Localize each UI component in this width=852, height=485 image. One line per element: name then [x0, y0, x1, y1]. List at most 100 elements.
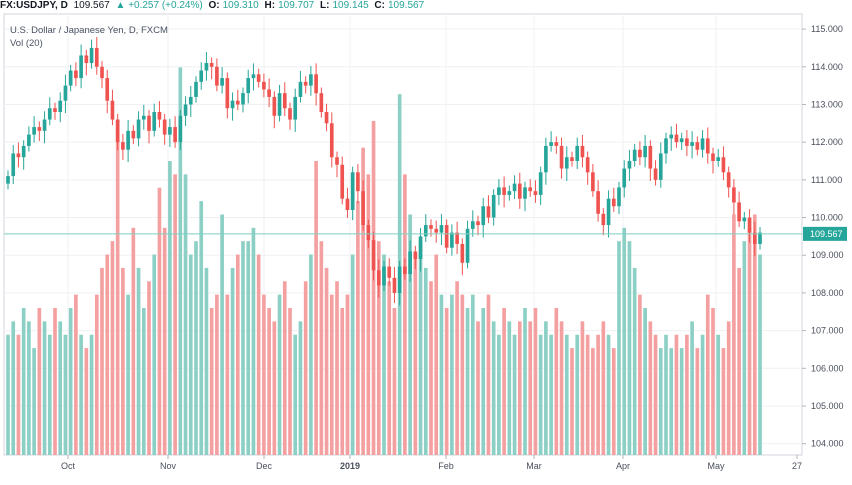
- high-label: H:: [264, 0, 276, 11]
- open-value: 109.310: [222, 0, 259, 11]
- volume-bar: [758, 254, 762, 455]
- volume-bar: [512, 334, 517, 455]
- candle-body: [726, 172, 731, 188]
- volume-bar: [21, 308, 26, 455]
- volume-bar: [544, 321, 548, 455]
- volume-bar: [638, 294, 642, 455]
- candle-body: [570, 157, 574, 161]
- candle-body: [361, 191, 365, 226]
- volume-bar: [528, 321, 533, 455]
- candle-body: [241, 93, 245, 105]
- volume-bar: [403, 174, 407, 455]
- candle-body: [679, 138, 684, 143]
- volume-bar: [674, 334, 679, 455]
- volume-bar: [622, 227, 627, 455]
- volume-bar: [747, 227, 752, 455]
- candle-body: [418, 236, 423, 259]
- candle-body: [53, 108, 57, 112]
- close-label: C:: [374, 0, 385, 11]
- low-value: 109.145: [332, 0, 369, 11]
- candle-body: [288, 108, 292, 120]
- candle-body: [685, 138, 689, 146]
- volume-bar: [157, 187, 162, 455]
- volume-bar: [215, 294, 219, 455]
- candle-body: [387, 266, 392, 278]
- volume-bar: [429, 281, 433, 455]
- volume-bar: [173, 174, 177, 455]
- candle-body: [737, 202, 741, 222]
- candle-body: [230, 100, 235, 109]
- volume-bar: [737, 267, 741, 455]
- y-tick-label: 106.000: [811, 363, 844, 373]
- candle-body: [162, 119, 167, 135]
- candle-body: [42, 119, 47, 131]
- candle-body: [199, 70, 204, 82]
- volume-bar: [100, 267, 104, 455]
- candle-body: [413, 251, 418, 259]
- volume-bar: [559, 321, 564, 455]
- candle-body: [68, 70, 73, 86]
- candle-body: [711, 153, 715, 161]
- candle-body: [554, 142, 559, 146]
- candle-body: [204, 63, 209, 71]
- candle-body: [439, 225, 444, 233]
- candle-body: [397, 266, 402, 293]
- volume-bar: [136, 267, 141, 455]
- volume-bar: [690, 321, 694, 455]
- last-price: 109.567: [73, 0, 110, 11]
- volume-bar: [423, 267, 428, 455]
- candle-body: [423, 225, 428, 237]
- candle-body: [105, 78, 110, 101]
- volume-bar: [658, 348, 663, 455]
- candle-body: [382, 266, 386, 286]
- volume-bar: [37, 308, 42, 455]
- volume-bar: [68, 308, 73, 455]
- volume-bar: [497, 334, 501, 455]
- candle-body: [136, 119, 141, 139]
- candle-body: [298, 81, 303, 97]
- volume-bar: [742, 241, 747, 455]
- volume-bar: [309, 254, 313, 455]
- candle-body: [178, 115, 183, 143]
- volume-bar: [324, 267, 329, 455]
- volume-bar: [235, 254, 240, 455]
- volume-bar: [220, 214, 224, 455]
- candle-body: [74, 70, 78, 79]
- volume-bar: [350, 254, 355, 455]
- volume-bar: [554, 308, 559, 455]
- volume-bar: [105, 254, 110, 455]
- volume-bar: [74, 294, 78, 455]
- volume-bar: [168, 161, 172, 455]
- symbol-label[interactable]: FX:USDJPY, D: [0, 0, 68, 11]
- volume-bar: [627, 241, 632, 455]
- candle-body: [658, 153, 663, 180]
- volume-bar: [434, 254, 439, 455]
- close-value: 109.567: [387, 0, 425, 11]
- volume-bar: [517, 321, 522, 455]
- candle-body: [277, 93, 282, 116]
- candle-body: [596, 191, 600, 214]
- volume-bar: [314, 161, 318, 455]
- volume-bar: [695, 348, 700, 455]
- volume-indicator-label[interactable]: Vol (20): [10, 38, 43, 49]
- volume-bar: [617, 241, 621, 455]
- candle-body: [256, 74, 261, 82]
- volume-bar: [392, 308, 397, 455]
- candle-body: [497, 187, 501, 195]
- candle-body: [314, 74, 318, 94]
- candle-body: [643, 145, 647, 158]
- candle-body: [575, 145, 580, 161]
- candle-body: [690, 142, 694, 146]
- volume-bar: [246, 241, 251, 455]
- candle-body: [147, 115, 151, 131]
- y-tick-label: 108.000: [811, 288, 844, 298]
- volume-bar: [523, 308, 527, 455]
- last-price-tag: [803, 226, 847, 241]
- candle-body: [507, 191, 512, 195]
- candle-body: [564, 157, 569, 169]
- volume-bar: [356, 201, 360, 455]
- volume-bar: [570, 348, 574, 455]
- candle-body: [721, 157, 726, 173]
- candle-body: [538, 172, 543, 195]
